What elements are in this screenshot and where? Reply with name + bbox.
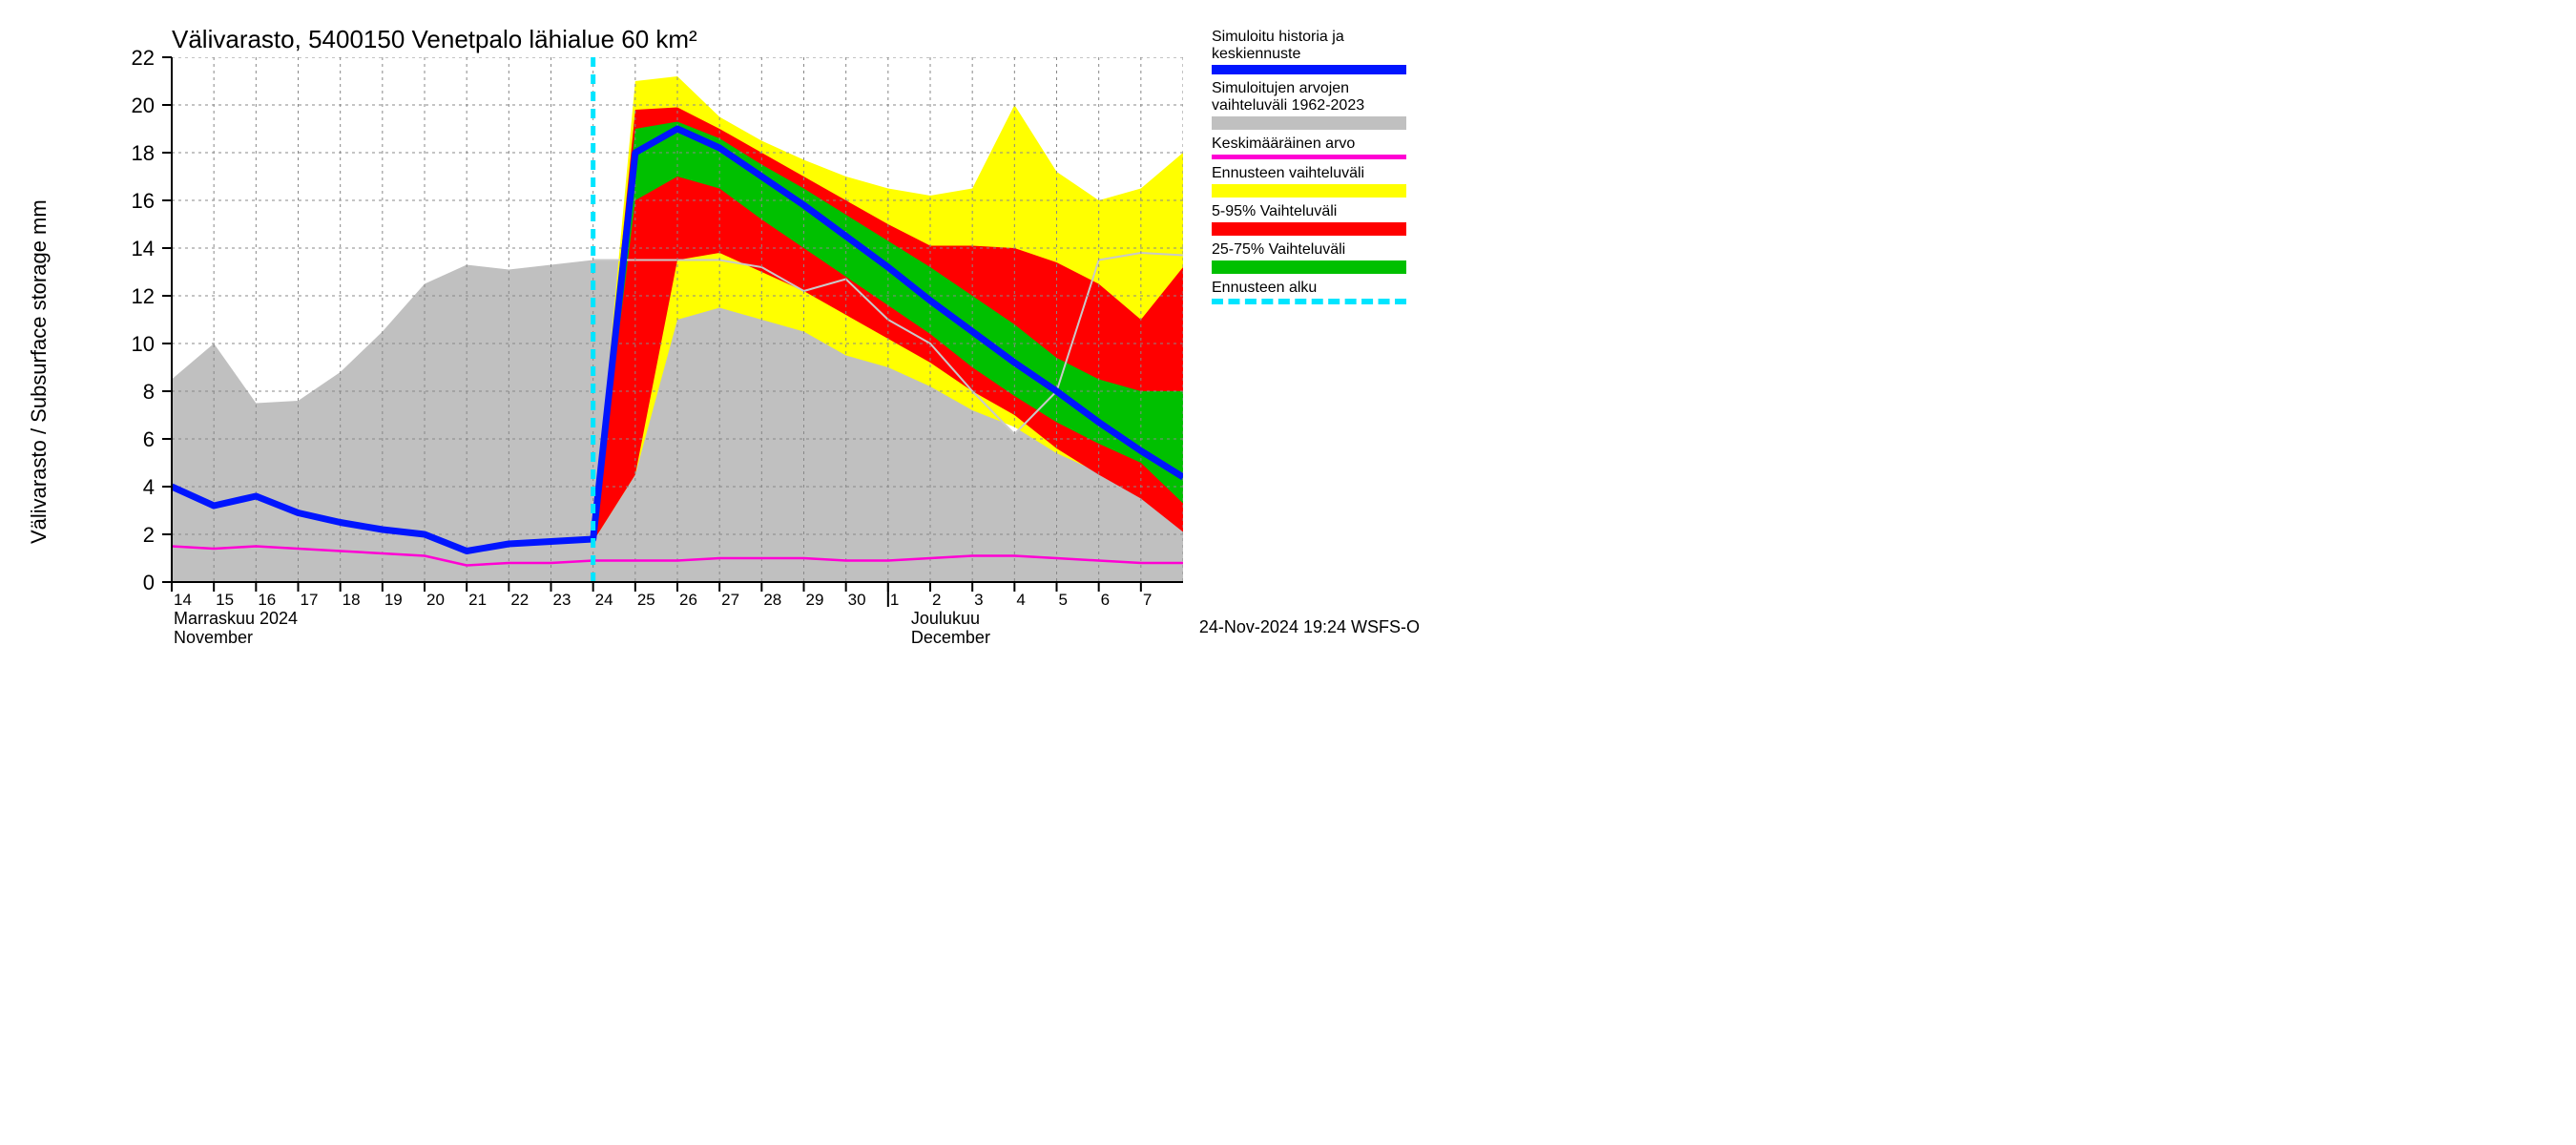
- svg-text:15: 15: [216, 591, 234, 609]
- svg-text:0: 0: [143, 571, 155, 594]
- timestamp: 24-Nov-2024 19:24 WSFS-O: [1199, 617, 1420, 637]
- svg-text:20: 20: [426, 591, 445, 609]
- svg-text:17: 17: [301, 591, 319, 609]
- legend-label: 5-95% Vaihteluväli: [1212, 203, 1422, 220]
- svg-text:26: 26: [679, 591, 697, 609]
- svg-text:10: 10: [132, 332, 155, 356]
- svg-text:7: 7: [1143, 591, 1152, 609]
- svg-text:25: 25: [637, 591, 655, 609]
- legend-swatch: [1212, 222, 1406, 236]
- svg-text:14: 14: [174, 591, 192, 609]
- svg-text:29: 29: [806, 591, 824, 609]
- svg-text:5: 5: [1059, 591, 1068, 609]
- svg-text:24: 24: [595, 591, 613, 609]
- legend-label: Keskimääräinen arvo: [1212, 135, 1422, 153]
- svg-text:4: 4: [143, 475, 155, 499]
- legend-swatch: [1212, 299, 1406, 304]
- svg-text:16: 16: [258, 591, 276, 609]
- legend-item: Ennusteen alku: [1212, 280, 1422, 304]
- legend-swatch: [1212, 65, 1406, 74]
- svg-text:Marraskuu 2024: Marraskuu 2024: [174, 609, 298, 628]
- svg-text:1: 1: [890, 591, 899, 609]
- svg-text:Joulukuu: Joulukuu: [911, 609, 980, 628]
- legend-item: Ennusteen vaihteluväli: [1212, 165, 1422, 198]
- svg-text:December: December: [911, 628, 990, 647]
- svg-text:19: 19: [384, 591, 403, 609]
- svg-text:30: 30: [848, 591, 866, 609]
- svg-text:November: November: [174, 628, 253, 647]
- svg-text:20: 20: [132, 94, 155, 117]
- legend-swatch: [1212, 155, 1406, 159]
- svg-text:6: 6: [1101, 591, 1110, 609]
- legend-item: 5-95% Vaihteluväli: [1212, 203, 1422, 236]
- chart-container: Välivarasto / Subsurface storage mm Väli…: [0, 0, 1431, 649]
- svg-text:18: 18: [132, 141, 155, 165]
- svg-text:8: 8: [143, 380, 155, 404]
- legend: Simuloitu historia ja keskiennuste Simulo…: [1212, 29, 1422, 310]
- svg-text:3: 3: [974, 591, 983, 609]
- legend-label: Ennusteen vaihteluväli: [1212, 165, 1422, 182]
- svg-text:28: 28: [763, 591, 781, 609]
- legend-item: Simuloitujen arvojen vaihteluväli 1962-2…: [1212, 80, 1422, 130]
- legend-item: Keskimääräinen arvo: [1212, 135, 1422, 159]
- svg-text:27: 27: [721, 591, 739, 609]
- svg-text:18: 18: [343, 591, 361, 609]
- svg-text:22: 22: [132, 46, 155, 70]
- svg-text:14: 14: [132, 237, 155, 260]
- svg-text:2: 2: [143, 523, 155, 547]
- svg-text:22: 22: [510, 591, 529, 609]
- legend-swatch: [1212, 184, 1406, 198]
- svg-text:12: 12: [132, 284, 155, 308]
- legend-label: Ennusteen alku: [1212, 280, 1422, 297]
- legend-swatch: [1212, 260, 1406, 274]
- legend-item: Simuloitu historia ja keskiennuste: [1212, 29, 1422, 74]
- legend-label: Simuloitu historia ja keskiennuste: [1212, 29, 1422, 63]
- svg-text:6: 6: [143, 427, 155, 451]
- svg-text:2: 2: [932, 591, 941, 609]
- svg-text:4: 4: [1016, 591, 1025, 609]
- legend-item: 25-75% Vaihteluväli: [1212, 241, 1422, 274]
- legend-swatch: [1212, 116, 1406, 130]
- svg-text:21: 21: [468, 591, 487, 609]
- legend-label: Simuloitujen arvojen vaihteluväli 1962-2…: [1212, 80, 1422, 114]
- legend-label: 25-75% Vaihteluväli: [1212, 241, 1422, 259]
- svg-text:23: 23: [553, 591, 571, 609]
- svg-text:16: 16: [132, 189, 155, 213]
